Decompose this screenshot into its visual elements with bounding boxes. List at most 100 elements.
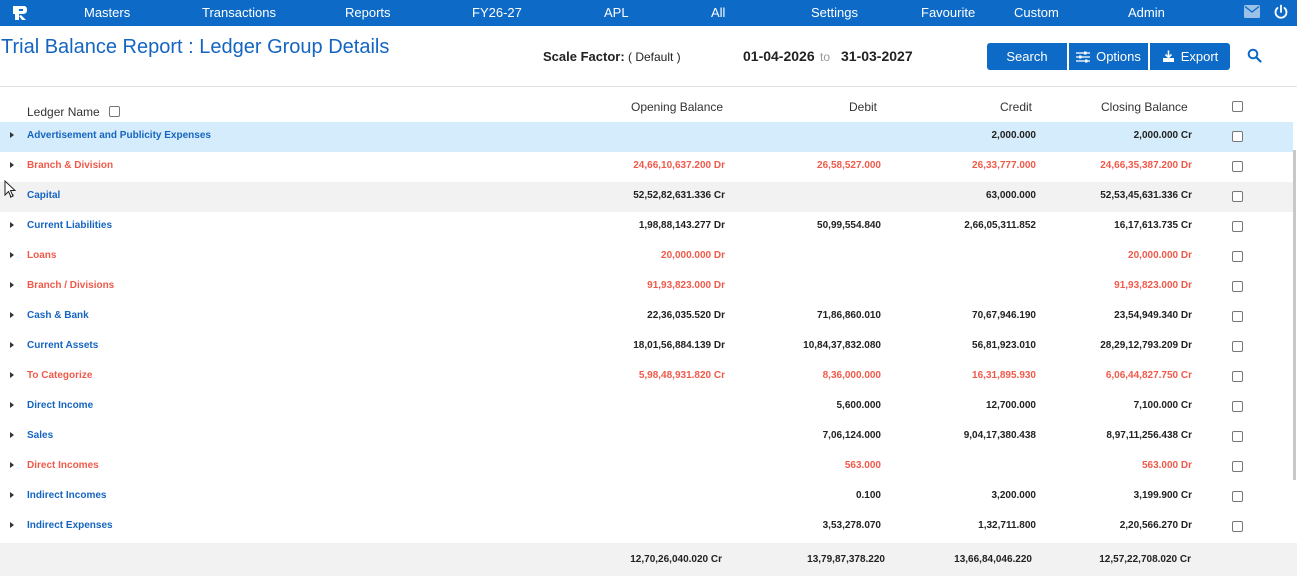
table-row[interactable]: Sales 7,06,124.000 9,04,17,380.438 8,97,11,… xyxy=(0,422,1293,452)
debit-cell: 10,84,37,832.080 xyxy=(803,340,881,351)
table-row[interactable]: To Categorize 5,98,48,931.820 Cr 8,36,000.… xyxy=(0,362,1293,392)
row-checkbox[interactable] xyxy=(1232,461,1243,472)
search-button[interactable]: Search xyxy=(987,43,1067,70)
debit-cell: 26,58,527.000 xyxy=(817,160,881,171)
row-checkbox[interactable] xyxy=(1232,521,1243,532)
ledger-group-name[interactable]: Current Liabilities xyxy=(27,220,113,231)
ledger-group-name[interactable]: Loans xyxy=(27,250,57,261)
row-checkbox[interactable] xyxy=(1232,431,1243,442)
date-from[interactable]: 01-04-2026 xyxy=(743,48,815,64)
row-checkbox[interactable] xyxy=(1232,131,1243,142)
expand-caret-icon[interactable] xyxy=(10,492,14,498)
column-header-ledger-name[interactable]: Ledger Name xyxy=(27,105,100,119)
nav-custom[interactable]: Custom xyxy=(1014,5,1059,20)
table-row[interactable]: Indirect Incomes 0.100 3,200.000 3,199.900 … xyxy=(0,482,1293,512)
search-icon[interactable] xyxy=(1247,48,1262,63)
table-row[interactable]: Branch & Division 24,66,10,637.200 Dr 26,5… xyxy=(0,152,1293,182)
nav-reports[interactable]: Reports xyxy=(345,5,391,20)
credit-cell: 26,33,777.000 xyxy=(972,160,1036,171)
row-checkbox[interactable] xyxy=(1232,311,1243,322)
row-checkbox[interactable] xyxy=(1232,371,1243,382)
nav-financial-year[interactable]: FY26-27 xyxy=(472,5,522,20)
expand-caret-icon[interactable] xyxy=(10,282,14,288)
column-header-closing-balance[interactable]: Closing Balance xyxy=(1101,100,1188,114)
nav-favourite[interactable]: Favourite xyxy=(921,5,976,20)
expand-caret-icon[interactable] xyxy=(10,222,14,228)
app-logo-icon[interactable] xyxy=(11,4,29,22)
ledger-group-name[interactable]: Capital xyxy=(27,190,61,201)
column-header-debit[interactable]: Debit xyxy=(849,100,878,114)
row-checkbox[interactable] xyxy=(1232,341,1243,352)
closing-balance-cell: 23,54,949.340 Dr xyxy=(1114,310,1192,321)
ledger-group-name[interactable]: Cash & Bank xyxy=(27,310,89,321)
expand-caret-icon[interactable] xyxy=(10,462,14,468)
date-separator: to xyxy=(820,50,831,64)
ledger-group-name[interactable]: Branch & Division xyxy=(27,160,114,171)
nav-transactions[interactable]: Transactions xyxy=(202,5,276,20)
nav-all[interactable]: All xyxy=(711,5,726,20)
ledger-group-name[interactable]: Current Assets xyxy=(27,340,99,351)
table-row[interactable]: Capital 52,52,82,631.336 Cr 63,000.000 52,5… xyxy=(0,182,1293,212)
power-icon[interactable] xyxy=(1273,4,1289,20)
row-checkbox[interactable] xyxy=(1232,161,1243,172)
table-row[interactable]: Cash & Bank 22,36,035.520 Dr 71,86,860.010… xyxy=(0,302,1293,332)
opening-balance-cell: 20,000.000 Dr xyxy=(661,250,725,261)
column-header-opening-balance[interactable]: Opening Balance xyxy=(631,100,724,114)
closing-balance-cell: 3,199.900 Cr xyxy=(1133,490,1192,501)
table-row[interactable]: Indirect Expenses 3,53,278.070 1,32,711.80… xyxy=(0,512,1293,542)
select-all-checkbox[interactable] xyxy=(1232,101,1243,112)
ledger-group-name[interactable]: Advertisement and Publicity Expenses xyxy=(27,130,211,141)
ledger-name-checkbox[interactable] xyxy=(109,106,120,117)
expand-caret-icon[interactable] xyxy=(10,342,14,348)
table-row[interactable]: Current Liabilities 1,98,88,143.277 Dr 50,… xyxy=(0,212,1293,242)
page-title: Trial Balance Report : Ledger Group Deta… xyxy=(1,36,390,58)
scale-factor-value[interactable]: ( Default ) xyxy=(628,50,681,64)
nav-admin[interactable]: Admin xyxy=(1128,5,1165,20)
expand-caret-icon[interactable] xyxy=(10,432,14,438)
ledger-group-name[interactable]: Direct Income xyxy=(27,400,94,411)
table-row[interactable]: Current Assets 18,01,56,884.139 Dr 10,84,3… xyxy=(0,332,1293,362)
table-row[interactable]: Direct Income 5,600.000 12,700.000 7,100.00… xyxy=(0,392,1293,422)
table-row[interactable]: Branch / Divisions 91,93,823.000 Dr 91,93,… xyxy=(0,272,1293,302)
ledger-group-name[interactable]: Direct Incomes xyxy=(27,460,99,471)
nav-masters[interactable]: Masters xyxy=(84,5,131,20)
table-row[interactable]: Advertisement and Publicity Expenses 2,00… xyxy=(0,122,1293,152)
ledger-group-name[interactable]: Branch / Divisions xyxy=(27,280,115,291)
expand-caret-icon[interactable] xyxy=(10,162,14,168)
expand-caret-icon[interactable] xyxy=(10,132,14,138)
table-row[interactable]: Loans 20,000.000 Dr 20,000.000 Dr xyxy=(0,242,1293,272)
opening-balance-cell: 91,93,823.000 Dr xyxy=(647,280,725,291)
opening-balance-cell: 24,66,10,637.200 Dr xyxy=(633,160,725,171)
vertical-scrollbar[interactable] xyxy=(1293,150,1296,480)
ledger-group-name[interactable]: Indirect Incomes xyxy=(27,490,107,501)
nav-settings[interactable]: Settings xyxy=(811,5,858,20)
export-button-label: Export xyxy=(1180,49,1219,64)
expand-caret-icon[interactable] xyxy=(10,252,14,258)
row-checkbox[interactable] xyxy=(1232,401,1243,412)
column-header-credit[interactable]: Credit xyxy=(1000,100,1033,114)
opening-balance-cell: 18,01,56,884.139 Dr xyxy=(633,340,725,351)
row-checkbox[interactable] xyxy=(1232,491,1243,502)
mail-icon[interactable] xyxy=(1244,5,1260,18)
closing-balance-cell: 91,93,823.000 Dr xyxy=(1114,280,1192,291)
options-button[interactable]: Options xyxy=(1069,43,1148,70)
row-checkbox[interactable] xyxy=(1232,221,1243,232)
total-opening-balance: 12,70,26,040.020 Cr xyxy=(630,554,722,565)
row-checkbox[interactable] xyxy=(1232,281,1243,292)
row-checkbox[interactable] xyxy=(1232,251,1243,262)
table-row[interactable]: Direct Incomes 563.000 563.000 Dr xyxy=(0,452,1293,482)
closing-balance-cell: 2,20,566.270 Dr xyxy=(1119,520,1192,531)
expand-caret-icon[interactable] xyxy=(10,372,14,378)
nav-company[interactable]: APL xyxy=(604,5,629,20)
date-to[interactable]: 31-03-2027 xyxy=(841,48,913,64)
expand-caret-icon[interactable] xyxy=(10,522,14,528)
credit-cell: 9,04,17,380.438 xyxy=(963,430,1036,441)
closing-balance-cell: 7,100.000 Cr xyxy=(1133,400,1192,411)
row-checkbox[interactable] xyxy=(1232,191,1243,202)
expand-caret-icon[interactable] xyxy=(10,312,14,318)
expand-caret-icon[interactable] xyxy=(10,402,14,408)
export-button[interactable]: Export xyxy=(1150,43,1230,70)
ledger-group-name[interactable]: To Categorize xyxy=(27,370,93,381)
ledger-group-name[interactable]: Indirect Expenses xyxy=(27,520,113,531)
ledger-group-name[interactable]: Sales xyxy=(27,430,54,441)
